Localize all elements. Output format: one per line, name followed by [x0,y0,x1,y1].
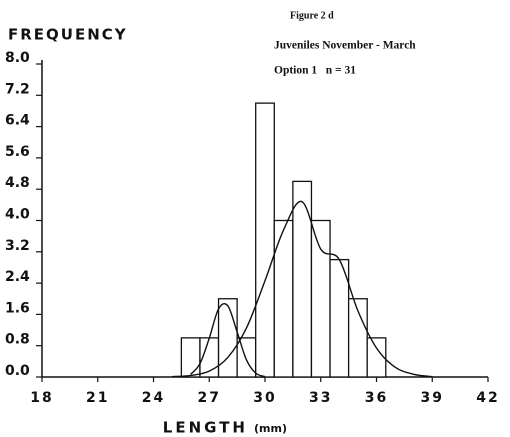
fitted-curve [172,200,433,378]
x-tick-label: 36 [365,390,388,406]
y-tick-label: 0.8 [5,332,30,348]
x-tick-label: 24 [142,390,165,406]
x-axis-unit: (mm) [254,422,287,435]
y-tick-label: 5.6 [5,144,30,160]
x-tick-label: 27 [198,390,221,406]
y-tick-label: 3.2 [5,238,30,254]
bar [292,180,313,378]
bar [310,219,331,378]
annotation: Option 1 n = 31 [274,65,356,77]
annotation: Juveniles November - March [274,40,416,52]
y-tick-label: 2.4 [5,269,30,285]
x-tick-label: 18 [30,390,53,406]
x-tick-label: 42 [476,390,499,406]
x-axis-label: LENGTH [163,419,248,437]
y-tick-label: 6.4 [5,113,30,129]
y-tick-label: 0.0 [5,363,30,379]
x-tick-label: 39 [421,390,444,406]
x-tick-label: 33 [309,390,332,406]
bar [273,219,294,378]
y-tick-label: 1.6 [5,300,30,316]
chart-title: FREQUENCY [8,26,128,44]
bar [366,337,387,378]
bar [217,298,238,378]
bar [255,102,275,378]
bar [180,337,201,378]
fitted-curve [190,302,266,378]
y-tick-label: 8.0 [5,50,30,66]
x-tick-label: 21 [86,390,109,406]
y-tick-label: 4.0 [5,207,30,223]
y-tick-label: 4.8 [5,175,30,191]
x-tick-label: 30 [253,390,276,406]
y-tick-label: 7.2 [5,81,30,97]
annotation: Figure 2 d [290,10,334,21]
